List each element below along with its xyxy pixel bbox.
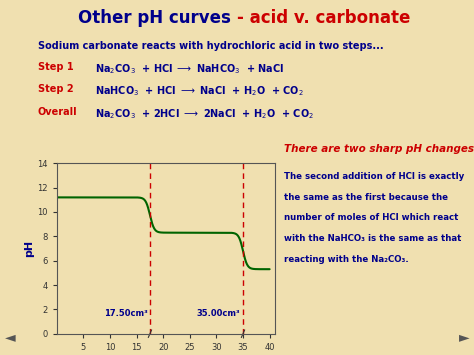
Text: ►: ► xyxy=(459,331,469,344)
Text: The second addition of HCl is exactly: The second addition of HCl is exactly xyxy=(284,172,465,181)
Text: 17.50cm³: 17.50cm³ xyxy=(103,309,147,318)
Text: Overall: Overall xyxy=(38,107,78,117)
Text: reacting with the Na₂CO₃.: reacting with the Na₂CO₃. xyxy=(284,255,409,263)
Text: number of moles of HCl which react: number of moles of HCl which react xyxy=(284,213,459,222)
Text: Na$_2$CO$_3$  + 2HCl $\longrightarrow$ 2NaCl  + H$_2$O  + CO$_2$: Na$_2$CO$_3$ + 2HCl $\longrightarrow$ 2N… xyxy=(95,107,314,121)
Text: Other pH curves: Other pH curves xyxy=(78,9,237,27)
Text: ◄: ◄ xyxy=(5,331,15,344)
Text: - acid v. carbonate: - acid v. carbonate xyxy=(237,9,410,27)
Text: Step 2: Step 2 xyxy=(38,84,73,94)
Text: NaHCO$_3$  + HCl $\longrightarrow$ NaCl  + H$_2$O  + CO$_2$: NaHCO$_3$ + HCl $\longrightarrow$ NaCl +… xyxy=(95,84,304,98)
Text: Sodium carbonate reacts with hydrochloric acid in two steps...: Sodium carbonate reacts with hydrochlori… xyxy=(38,41,383,51)
Text: There are two sharp pH changes: There are two sharp pH changes xyxy=(284,144,474,154)
Text: Na$_2$CO$_3$  + HCl $\longrightarrow$ NaHCO$_3$  + NaCl: Na$_2$CO$_3$ + HCl $\longrightarrow$ NaH… xyxy=(95,62,284,76)
Text: 35.00cm³: 35.00cm³ xyxy=(197,309,240,318)
Text: the same as the first because the: the same as the first because the xyxy=(284,193,448,202)
Text: with the NaHCO₃ is the same as that: with the NaHCO₃ is the same as that xyxy=(284,234,462,243)
Y-axis label: pH: pH xyxy=(25,240,35,257)
Text: Step 1: Step 1 xyxy=(38,62,73,72)
